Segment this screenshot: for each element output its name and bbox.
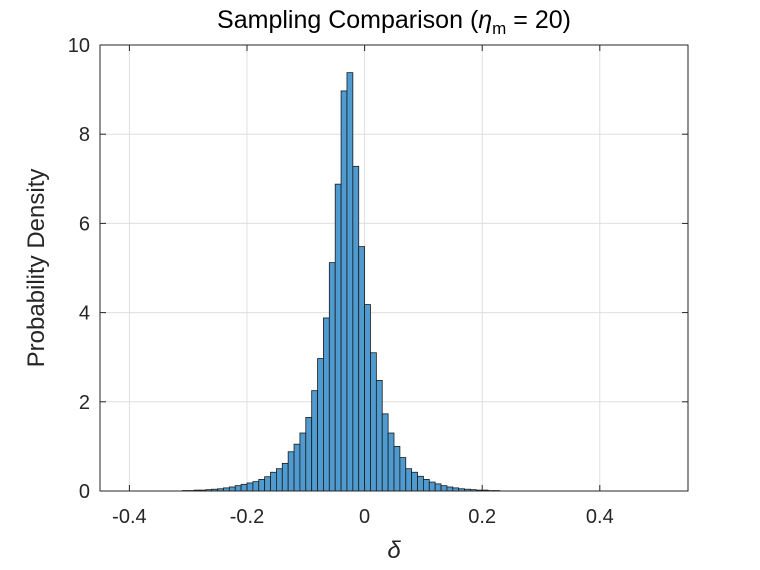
chart-title-suffix: = 20) — [506, 6, 571, 34]
histogram-bar — [387, 432, 395, 492]
y-tick-label-0: 0 — [79, 481, 90, 503]
x-tick-label-0: -0.4 — [112, 506, 146, 528]
histogram-bar — [323, 317, 330, 492]
histogram-bar — [346, 72, 354, 492]
x-tick-label-1: -0.2 — [230, 506, 264, 528]
x-tick-label-4: 0.4 — [586, 506, 614, 528]
histogram-bar — [370, 352, 377, 492]
chart-title-subscript: m — [492, 19, 506, 38]
histogram-bar — [299, 432, 307, 492]
histogram-bar — [275, 468, 283, 492]
histogram-bar — [364, 304, 371, 492]
histogram-bar — [264, 476, 271, 492]
histogram-bar — [281, 462, 289, 492]
histogram-bar — [234, 485, 242, 492]
histogram-bar — [446, 486, 454, 492]
histogram-bar — [328, 262, 336, 492]
histogram-bar — [422, 479, 430, 492]
histogram-bar — [411, 471, 418, 492]
histogram-bar — [434, 483, 442, 492]
histogram-bar — [270, 471, 277, 492]
x-tick-label-3: 0.2 — [468, 506, 496, 528]
plot-frame — [99, 44, 689, 492]
histogram-bar — [352, 165, 360, 492]
chart-title-symbol: η — [478, 6, 492, 34]
y-tick-label-5: 10 — [68, 35, 90, 57]
y-axis-title: Probability Density — [23, 169, 50, 368]
histogram-bar — [317, 358, 324, 492]
histogram-bar — [375, 379, 383, 492]
y-tick-label-1: 2 — [79, 392, 90, 414]
histogram-bar — [440, 485, 448, 492]
histogram-bar — [246, 482, 254, 492]
x-tick-label-2: 0 — [359, 506, 370, 528]
histogram-bar — [393, 445, 401, 492]
histogram-bar — [358, 246, 366, 492]
histogram-bar — [417, 475, 424, 492]
y-axis-ticks: 0 2 4 6 8 10 — [68, 35, 688, 503]
histogram-bar — [258, 479, 266, 492]
histogram-bar — [405, 468, 413, 492]
chart-title: Sampling Comparison (ηm = 20) — [217, 6, 571, 38]
histogram-bar — [399, 457, 407, 492]
histogram-bar — [381, 413, 389, 492]
histogram-bar — [287, 451, 295, 492]
histogram-bar — [305, 417, 313, 492]
x-axis-title: δ — [387, 537, 401, 564]
chart-title-prefix: Sampling Comparison ( — [217, 6, 479, 34]
y-tick-label-3: 6 — [79, 213, 90, 235]
histogram-bar — [240, 483, 248, 492]
histogram-bar — [228, 486, 236, 492]
y-tick-label-4: 8 — [79, 124, 90, 146]
histogram-bar — [311, 390, 318, 492]
plot-area — [100, 45, 688, 491]
histogram-bar — [293, 443, 301, 492]
histogram-bar — [340, 90, 348, 492]
histogram-bar — [428, 481, 436, 492]
x-axis-ticks: -0.4 -0.2 0 0.2 0.4 — [112, 45, 614, 528]
histogram-bar — [252, 481, 260, 492]
histogram-bar — [334, 183, 342, 492]
y-tick-label-2: 4 — [79, 303, 90, 325]
